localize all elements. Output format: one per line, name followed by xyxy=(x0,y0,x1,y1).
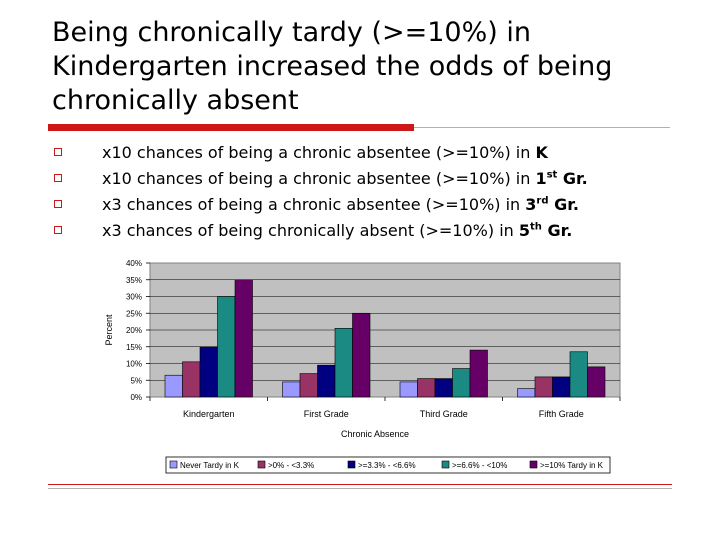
bar xyxy=(434,378,453,398)
y-tick-label: 40% xyxy=(126,259,142,268)
legend-swatch xyxy=(347,460,356,469)
bar xyxy=(569,351,588,398)
x-tick-label: Third Grade xyxy=(420,409,468,419)
y-axis-title: Percent xyxy=(104,314,114,346)
bar xyxy=(299,373,318,398)
title-underline-red xyxy=(48,124,414,131)
bar xyxy=(317,364,336,398)
bar xyxy=(282,381,301,398)
title-underline-gray xyxy=(414,127,670,128)
bar xyxy=(552,376,571,398)
bar xyxy=(234,279,253,398)
bullet-grade-suffix: st xyxy=(546,169,558,181)
bullet-grade-label: Gr. xyxy=(541,221,573,240)
bar xyxy=(334,328,353,398)
square-bullet-icon xyxy=(54,226,62,234)
bullet-text: x10 chances of being a chronic absentee … xyxy=(102,169,536,188)
x-tick-label: Fifth Grade xyxy=(539,409,584,419)
x-axis-title: Chronic Absence xyxy=(341,429,409,439)
bullet-item: x3 chances of being chronically absent (… xyxy=(52,218,692,244)
legend xyxy=(165,456,611,474)
bullet-grade: 3 xyxy=(525,195,537,214)
bullet-text: x3 chances of being chronically absent (… xyxy=(102,221,519,240)
bar xyxy=(164,374,183,398)
legend-label: >=3.3% - <6.6% xyxy=(358,461,416,470)
square-bullet-icon xyxy=(54,174,62,182)
legend-label: Never Tardy in K xyxy=(180,461,240,470)
bar xyxy=(517,388,536,398)
bar xyxy=(199,346,218,398)
bullet-grade-suffix: rd xyxy=(536,195,549,207)
y-tick-label: 35% xyxy=(126,276,142,285)
footer-rule-red xyxy=(48,484,672,485)
y-tick-label: 30% xyxy=(126,293,142,302)
bar xyxy=(399,381,418,398)
bar xyxy=(469,349,488,398)
bullet-text: x10 chances of being a chronic absentee … xyxy=(102,143,536,162)
bar xyxy=(182,361,201,398)
y-tick-label: 10% xyxy=(126,360,142,369)
bullet-grade: 1 xyxy=(535,169,547,188)
bullet-text: x3 chances of being a chronic absentee (… xyxy=(102,195,526,214)
x-tick-label: First Grade xyxy=(304,409,349,419)
bullet-item: x3 chances of being a chronic absentee (… xyxy=(52,192,692,218)
bar xyxy=(452,368,471,398)
legend-label: >0% - <3.3% xyxy=(268,461,314,470)
bullet-grade-suffix: th xyxy=(530,221,542,233)
legend-swatch xyxy=(441,460,450,469)
bullet-grade-label: Gr. xyxy=(557,169,588,188)
x-tick-label: Kindergarten xyxy=(183,409,235,419)
footer-rule-gray xyxy=(48,488,672,489)
bullet-list: x10 chances of being a chronic absentee … xyxy=(52,140,692,244)
legend-swatch xyxy=(529,460,538,469)
bar xyxy=(352,312,371,398)
legend-label: >=6.6% - <10% xyxy=(452,461,507,470)
bullet-grade: 5 xyxy=(518,221,530,240)
y-tick-label: 0% xyxy=(130,393,142,402)
square-bullet-icon xyxy=(54,200,62,208)
bar xyxy=(217,296,236,398)
square-bullet-icon xyxy=(54,148,62,156)
legend-swatch xyxy=(169,460,178,469)
bar xyxy=(417,378,436,398)
bar-chart: 0% 5% 10% 15% 20% 25% 30% 35% 40% Percent Kinderga… xyxy=(104,259,621,474)
legend-swatch xyxy=(257,460,266,469)
legend-label: >=10% Tardy in K xyxy=(540,461,604,470)
y-tick-label: 20% xyxy=(126,326,142,335)
slide-title: Being chronically tardy (>=10%) in Kinde… xyxy=(52,17,613,116)
bullet-item: x10 chances of being a chronic absentee … xyxy=(52,166,692,192)
bar xyxy=(534,376,553,398)
bar xyxy=(587,366,606,398)
bullet-item: x10 chances of being a chronic absentee … xyxy=(52,140,692,166)
y-tick-label: 15% xyxy=(126,343,142,352)
bullet-grade-label: Gr. xyxy=(548,195,579,214)
bullet-grade: K xyxy=(535,143,548,162)
y-tick-label: 25% xyxy=(126,309,142,318)
y-tick-label: 5% xyxy=(130,376,142,385)
